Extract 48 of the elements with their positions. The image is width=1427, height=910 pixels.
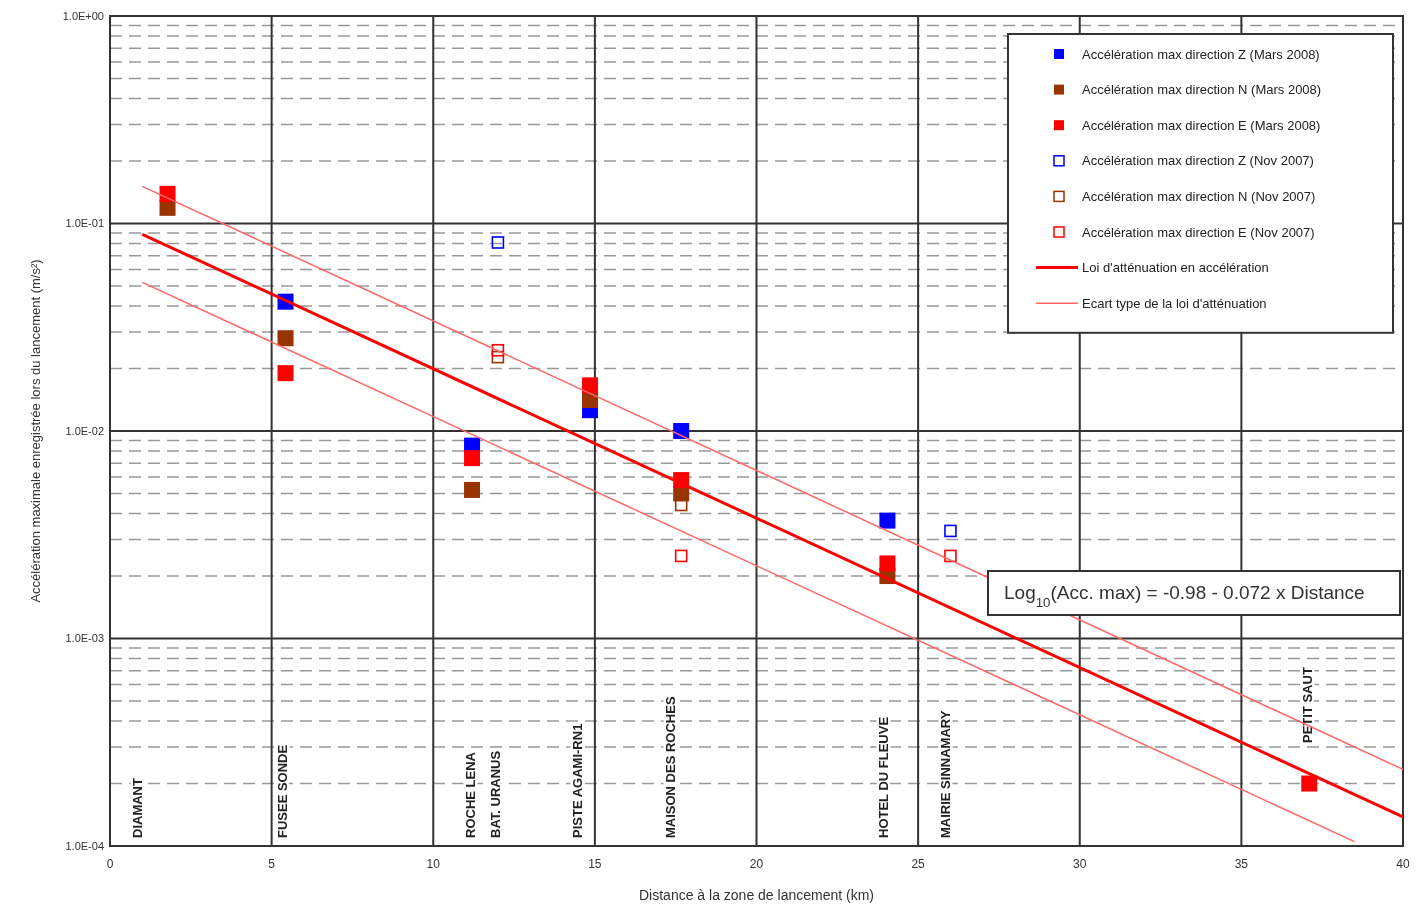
y-tick-label: 1.0E-02: [65, 424, 104, 437]
x-tick-label: 0: [106, 857, 114, 871]
point: [879, 512, 896, 529]
y-tick-label: 1.0E-01: [65, 217, 104, 230]
point: [491, 343, 505, 357]
legend-label: Loi d'atténuation en accélération: [1082, 260, 1269, 276]
annotation: PISTE AGAMI-RN1: [569, 723, 585, 838]
legend-label: Accélération max direction N (Mars 2008): [1082, 82, 1322, 98]
point: [944, 549, 957, 563]
x-tick-label: 40: [1396, 857, 1410, 871]
legend-label: Accélération max direction Z (Nov 2007): [1082, 153, 1314, 169]
legend-label: Accélération max direction E (Nov 2007): [1082, 224, 1315, 240]
annotation: ROCHE LENA: [462, 751, 478, 838]
y-tick-label: 1.0E+00: [62, 9, 104, 22]
x-tick-label: 20: [749, 857, 764, 871]
point: [1301, 775, 1318, 792]
legend-label: Accélération max direction E (Mars 2008): [1082, 117, 1321, 133]
point: [879, 555, 896, 572]
legend-label: Accélération max direction N (Nov 2007): [1082, 188, 1316, 204]
point: [277, 365, 294, 382]
point: [944, 524, 957, 538]
annotation: BAT. URANUS: [488, 750, 504, 838]
x-axis-title: Distance à la zone de lancement (km): [639, 887, 874, 903]
y-axis-title: Accélération maximale enregistrée lors du lancement (m/s²): [28, 259, 43, 603]
x-tick-label: 10: [426, 857, 441, 871]
x-tick-label: 30: [1073, 857, 1087, 871]
annotation: HOTEL DU FLEUVE: [876, 716, 892, 838]
x-tick-label: 5: [268, 857, 276, 871]
point: [491, 350, 505, 364]
x-tick-label: 35: [1234, 857, 1249, 871]
annotation: FUSEE SONDE: [275, 744, 291, 838]
annotation: MAIRIE SINNAMARY: [938, 710, 954, 838]
annotation: Log$_{10}$(Acc. max) = -0.98 - 0.072 x Distance: [1004, 582, 1365, 610]
annotation: PETIT SAUT: [1300, 667, 1316, 743]
y-tick-label: 1.0E-03: [65, 632, 104, 645]
point: [491, 236, 505, 249]
point: [674, 549, 688, 563]
annotation: DIAMANT: [130, 778, 146, 838]
x-tick-label: 25: [911, 857, 926, 871]
point: [277, 330, 294, 347]
y-tick-label: 1.0E-04: [65, 839, 104, 852]
annotation: MAISON DES ROCHES: [663, 696, 679, 838]
legend-label: Ecart type de la loi d'atténuation: [1082, 295, 1267, 311]
x-tick-label: 15: [588, 857, 602, 871]
point: [464, 450, 481, 467]
point: [582, 377, 599, 394]
legend-label: Accélération max direction Z (Mars 2008): [1082, 46, 1320, 62]
point: [464, 481, 481, 498]
